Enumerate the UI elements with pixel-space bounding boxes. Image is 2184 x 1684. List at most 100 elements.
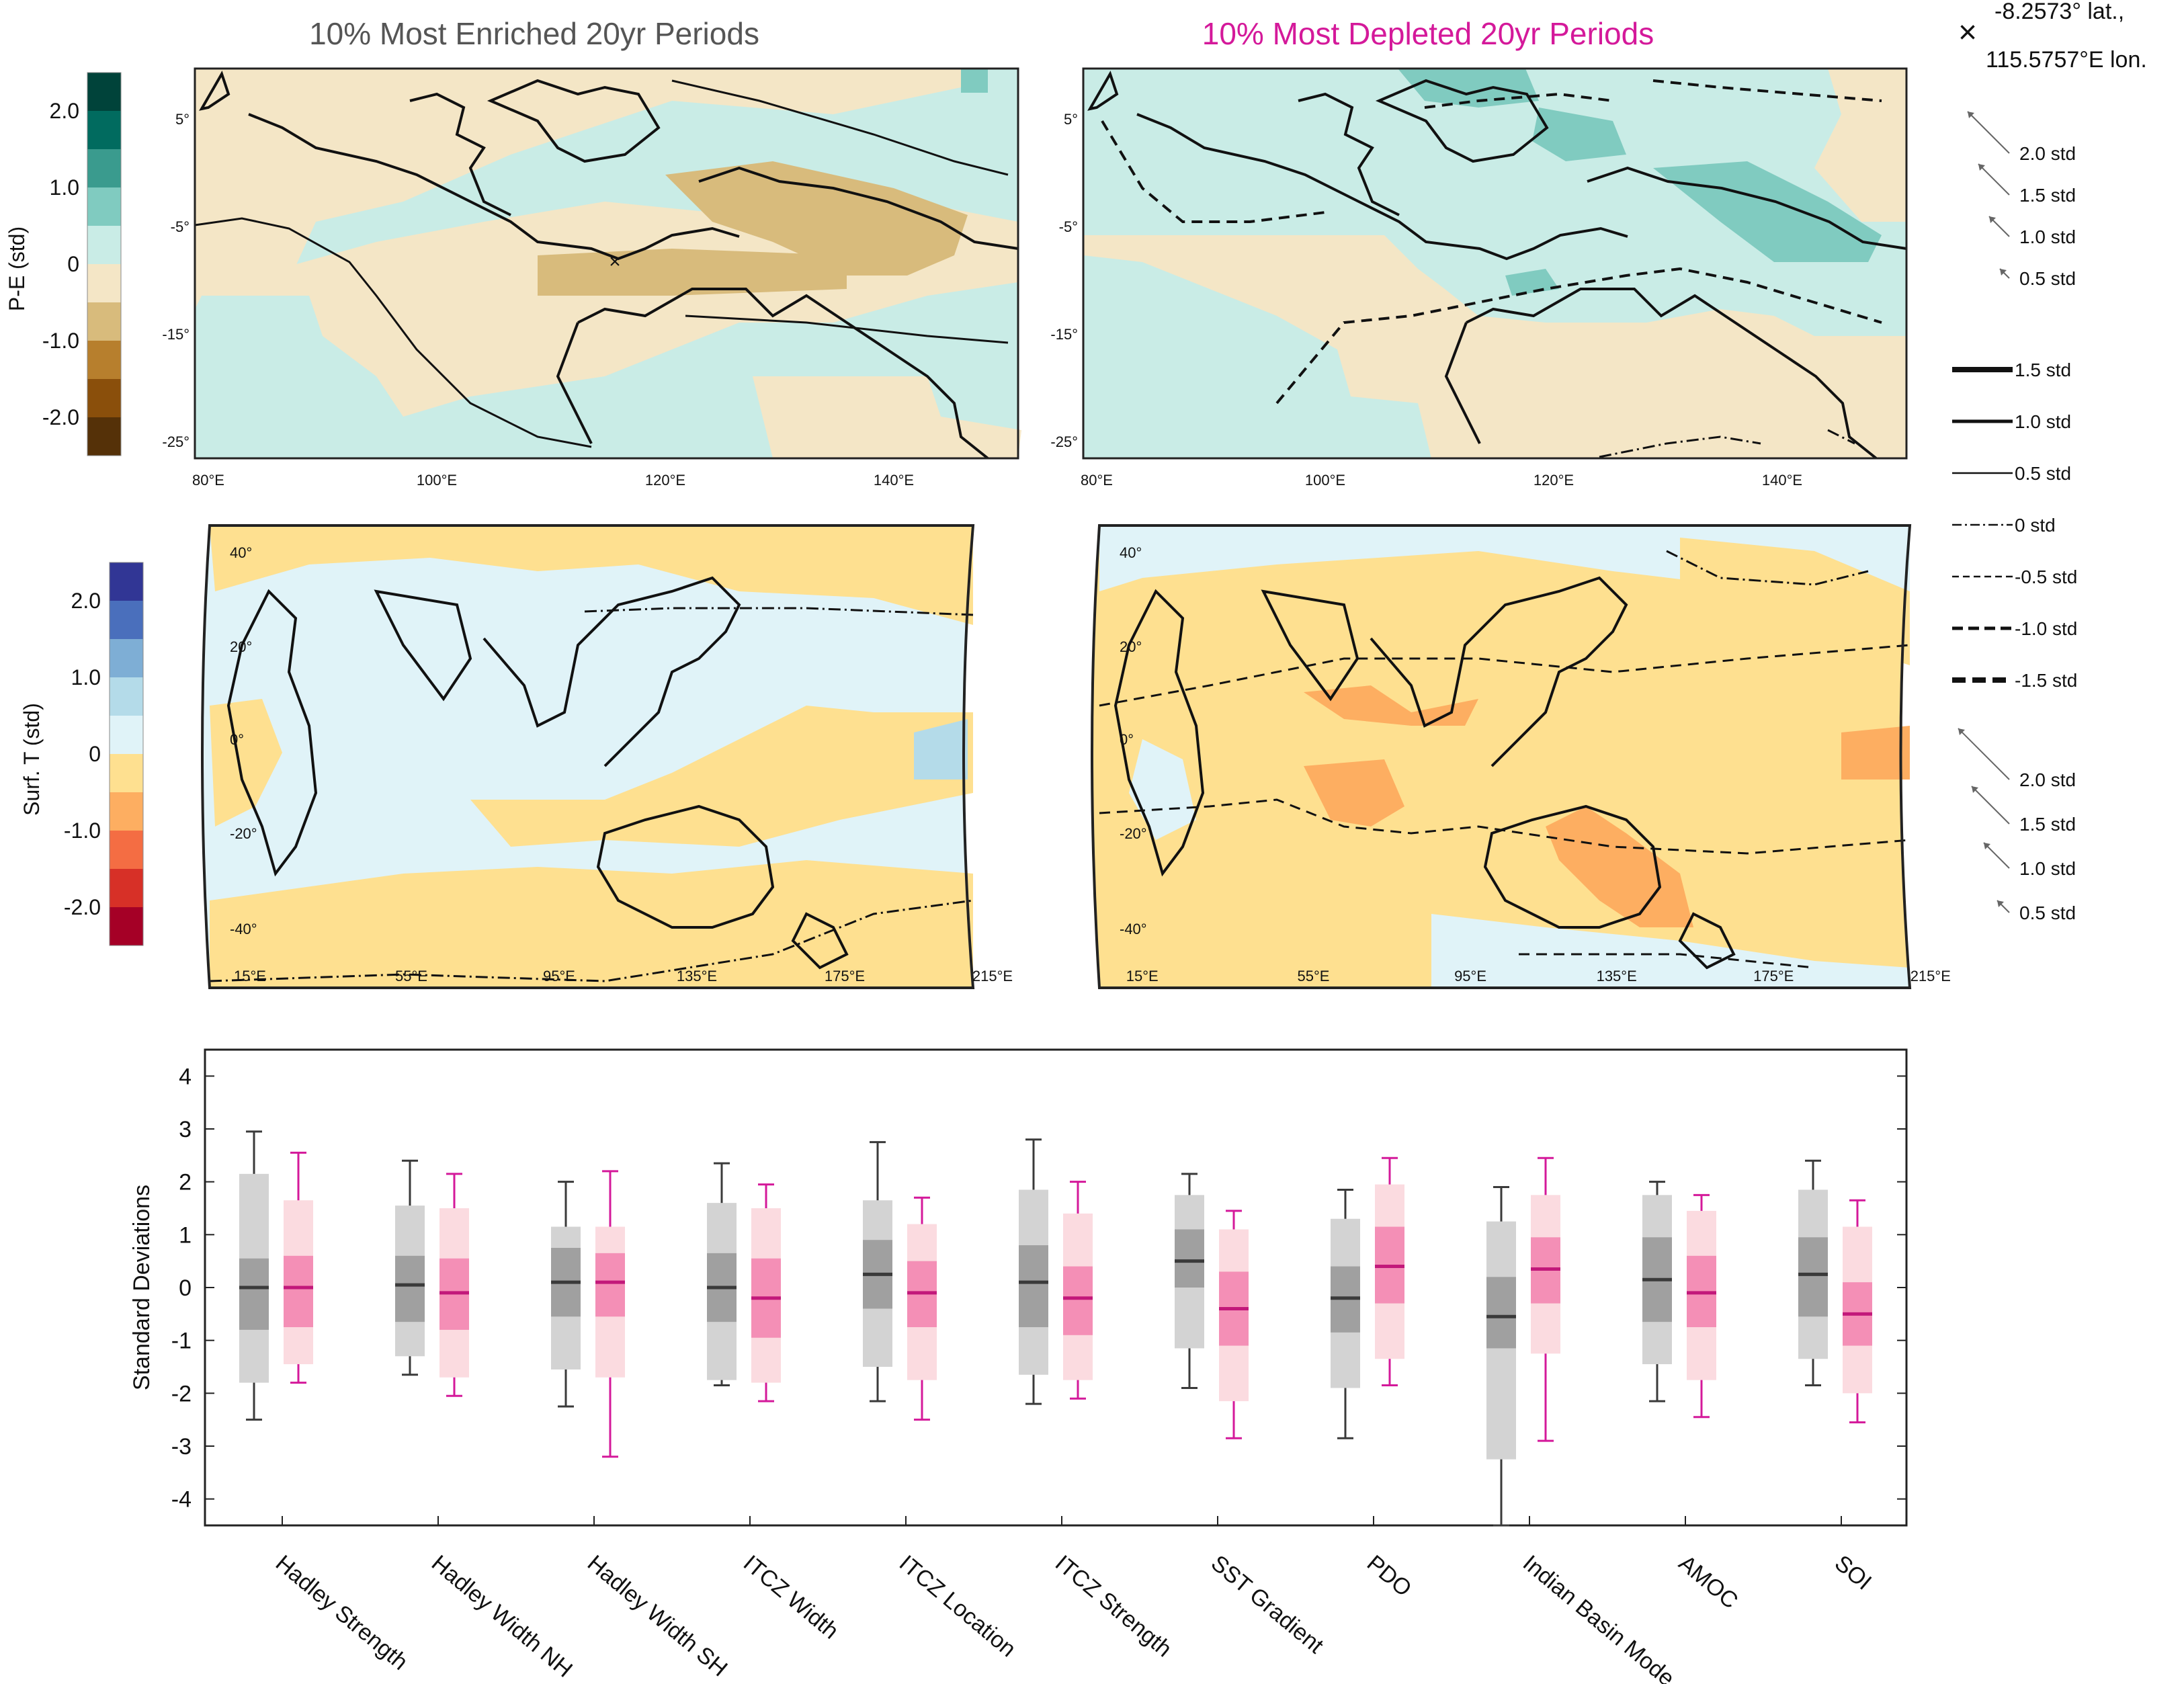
colorbar-tick: 0 — [67, 252, 79, 276]
colorbar-swatch — [110, 716, 143, 755]
colorbar-tick: -2.0 — [64, 895, 101, 919]
lat-tick-label: -15° — [162, 326, 190, 343]
vector-legend-label: 0.5 std — [2019, 902, 2076, 923]
y-tick-label: -2 — [171, 1381, 192, 1406]
lon-tick-label: 55°E — [395, 968, 427, 984]
vector-arrow — [1983, 842, 2010, 869]
vector-legend-label: 1.5 std — [2019, 185, 2076, 206]
vector-arrowhead — [1984, 843, 1990, 849]
vector-legend-top: 2.0 std 1.5 std 1.0 std 0.5 std — [1967, 111, 2076, 289]
colorbar-swatch — [110, 562, 143, 601]
lat-tick-label: 0° — [230, 731, 244, 748]
location-lat: -8.2573° lat., — [1994, 0, 2124, 24]
pe-colorbar: 2.0 1.0 0 -1.0 -2.0 — [42, 72, 122, 456]
x-tick-label: SST Gradient — [1206, 1550, 1329, 1658]
st-map-axes: 40° 20° 0° -20° -40° 15°E 55°E 95°E 135°E 175°E 21… — [230, 544, 1951, 984]
vector-legend-label: 1.0 std — [2019, 858, 2076, 879]
surface-temperature-colorbar: 2.0 1.0 0 -1.0 -2.0 — [64, 562, 144, 946]
colorbar-tick: 2.0 — [50, 99, 79, 123]
contour-legend-label: -1.0 std — [2015, 618, 2077, 639]
colorbar-swatch — [87, 264, 121, 303]
colorbar-tick: 2.0 — [71, 589, 101, 613]
vector-arrowhead — [1968, 112, 1974, 118]
lon-tick-label: 215°E — [972, 968, 1013, 984]
y-tick-label: -1 — [171, 1329, 192, 1354]
y-tick-label: 2 — [179, 1170, 192, 1195]
y-tick-label: 0 — [179, 1275, 192, 1301]
lat-tick-label: 40° — [230, 544, 252, 561]
vector-arrowhead — [1958, 728, 1965, 735]
lon-tick-label: 135°E — [677, 968, 717, 984]
lon-tick-label: 175°E — [1753, 968, 1794, 984]
vector-legend-label: 1.0 std — [2019, 226, 2076, 247]
vector-legend-label: 0.5 std — [2019, 268, 2076, 289]
colorbar-swatch — [110, 869, 143, 908]
vector-arrow — [1958, 728, 2010, 780]
box-inner — [595, 1253, 625, 1317]
lat-tick-label: -25° — [1050, 433, 1078, 450]
st-map-depleted — [1091, 524, 1912, 989]
lat-tick-label: 5° — [175, 111, 190, 128]
vector-arrowhead — [1989, 216, 1996, 223]
lon-tick-label: 95°E — [543, 968, 575, 984]
colorbar-swatch — [87, 187, 121, 226]
pe-map-location-marker: × — [609, 251, 621, 273]
x-tick-label: AMOC — [1674, 1550, 1743, 1614]
contour-legend: 1.5 std 1.0 std 0.5 std 0 std -0.5 std -1.0 s… — [1952, 360, 2077, 691]
vector-arrowhead — [1972, 786, 1978, 793]
colorbar-swatch — [110, 792, 143, 831]
lon-tick-label: 215°E — [1910, 968, 1951, 984]
lat-tick-label: 20° — [1120, 638, 1142, 655]
lon-tick-label: 15°E — [1126, 968, 1159, 984]
lat-tick-label: -40° — [230, 921, 257, 937]
lon-tick-label: 80°E — [1081, 472, 1113, 489]
y-axis-label: Standard Deviations — [129, 1185, 155, 1390]
lat-tick-label: 5° — [1064, 111, 1078, 128]
vector-arrow — [1967, 111, 2010, 154]
vector-legend-label: 2.0 std — [2019, 769, 2076, 790]
vector-arrowhead — [2000, 269, 2007, 276]
y-axis: 4 3 2 1 0 -1 -2 -3 -4 — [171, 1064, 1906, 1513]
lon-tick-label: 140°E — [874, 472, 914, 489]
pe-map-axes: 5° -5° -15° -25° 80°E 100°E 120°E 140°E 5° -5° -15… — [162, 111, 1802, 489]
colorbar-swatch — [110, 831, 143, 870]
colorbar-tick: 0 — [89, 742, 101, 766]
pe-map-enriched: × — [194, 67, 1021, 460]
contour-legend-label: 0.5 std — [2015, 463, 2071, 484]
lon-tick-label: 100°E — [1305, 472, 1345, 489]
box-inner — [284, 1255, 313, 1327]
lon-tick-label: 140°E — [1762, 472, 1802, 489]
colorbar-swatch — [110, 639, 143, 678]
colorbar-swatch — [87, 341, 121, 380]
pe-map-depleted — [1082, 67, 1908, 460]
colorbar-swatch — [110, 601, 143, 640]
lat-tick-label: 0° — [1120, 731, 1134, 748]
lat-tick-label: -25° — [162, 433, 190, 450]
vector-legend-bottom: 2.0 std 1.5 std 1.0 std 0.5 std — [1958, 728, 2076, 923]
lat-tick-label: 20° — [230, 638, 252, 655]
colorbar-swatch — [87, 73, 121, 112]
boxes — [239, 1130, 1872, 1527]
contour-legend-label: 0 std — [2015, 515, 2056, 536]
lon-tick-label: 100°E — [417, 472, 457, 489]
colorbar-swatch — [87, 417, 121, 456]
vector-legend-label: 1.5 std — [2019, 814, 2076, 835]
x-tick-label: Hadley Strength — [271, 1550, 413, 1675]
lon-tick-label: 120°E — [1534, 472, 1574, 489]
y-tick-label: -4 — [171, 1487, 192, 1513]
lon-tick-label: 95°E — [1454, 968, 1486, 984]
box-inner — [1798, 1237, 1828, 1317]
x-tick-label: Hadley Width NH — [427, 1550, 577, 1683]
vector-legend-label: 2.0 std — [2019, 143, 2076, 164]
contour-legend-label: 1.5 std — [2015, 360, 2071, 380]
box-inner — [395, 1255, 425, 1322]
colorbar-swatch — [87, 226, 121, 265]
y-tick-label: 1 — [179, 1222, 192, 1248]
colorbar-swatch — [87, 302, 121, 341]
y-tick-label: 3 — [179, 1117, 192, 1142]
lon-tick-label: 15°E — [234, 968, 266, 984]
x-tick-label: ITCZ Strength — [1050, 1550, 1177, 1662]
box-inner — [1175, 1229, 1204, 1288]
st-map-enriched — [201, 524, 975, 989]
